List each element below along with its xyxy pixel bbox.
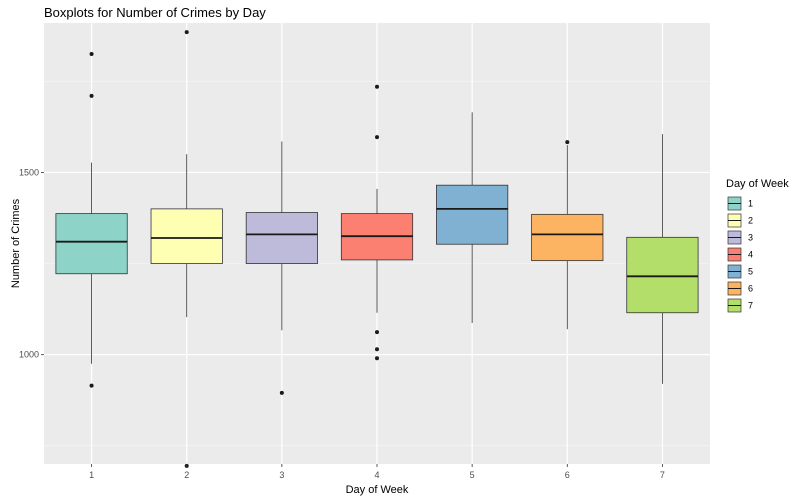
x-tick-label: 1 [89, 470, 94, 480]
outlier-point [184, 30, 189, 35]
legend-label: 3 [748, 233, 753, 243]
outlier-point [375, 356, 379, 361]
box-group-6 [531, 140, 604, 330]
outlier-point [375, 330, 379, 335]
legend: Day of Week 1 2 3 4 5 6 7 [726, 178, 789, 313]
chart-title: Boxplots for Number of Crimes by Day [44, 5, 266, 20]
box-group-4 [340, 84, 414, 361]
outlier-point [375, 347, 379, 352]
legend-item-7: 7 [727, 298, 753, 313]
legend-title: Day of Week [726, 178, 789, 190]
box-group-2 [150, 30, 223, 468]
legend-item-5: 5 [727, 264, 753, 279]
legend-item-6: 6 [727, 281, 753, 296]
legend-label: 5 [748, 267, 753, 277]
outlier-point [375, 84, 379, 89]
box-body [531, 213, 604, 262]
legend-item-1: 1 [727, 196, 753, 211]
x-tick-label: 6 [565, 470, 570, 480]
legend-label: 4 [748, 250, 753, 260]
y-tick-label: 1500 [19, 167, 39, 177]
outlier-point [89, 93, 94, 98]
box-body [245, 212, 318, 264]
legend-label: 7 [748, 301, 753, 311]
legend-item-3: 3 [727, 230, 753, 245]
box-group-5 [436, 112, 509, 323]
legend-item-4: 4 [727, 247, 753, 262]
legend-label: 2 [748, 216, 753, 226]
legend-label: 1 [748, 199, 753, 209]
box-body [626, 236, 699, 314]
outlier-point [89, 51, 94, 56]
x-tick-label: 2 [184, 470, 189, 480]
x-tick-label: 7 [660, 470, 665, 480]
x-tick-label: 5 [470, 470, 475, 480]
x-tick-label: 4 [374, 470, 379, 480]
y-axis-title: Number of Crimes [10, 198, 22, 288]
outlier-point [89, 383, 94, 388]
axis-layer: 1000 1500 1 2 3 4 5 6 7 [19, 167, 665, 480]
box-body [55, 213, 128, 275]
y-tick-label: 1000 [19, 350, 39, 360]
box-group-3 [245, 141, 318, 395]
box-group-7 [626, 134, 699, 384]
x-axis-title: Day of Week [346, 484, 409, 496]
x-tick-label: 3 [279, 470, 284, 480]
outlier-point [375, 135, 379, 140]
outlier-point [565, 140, 570, 145]
box-group-1 [55, 51, 128, 388]
legend-item-2: 2 [727, 213, 753, 228]
box-layer [55, 30, 699, 468]
legend-label: 6 [748, 284, 753, 294]
outlier-point [279, 390, 284, 395]
box-body [436, 184, 509, 245]
box-body [150, 208, 223, 264]
